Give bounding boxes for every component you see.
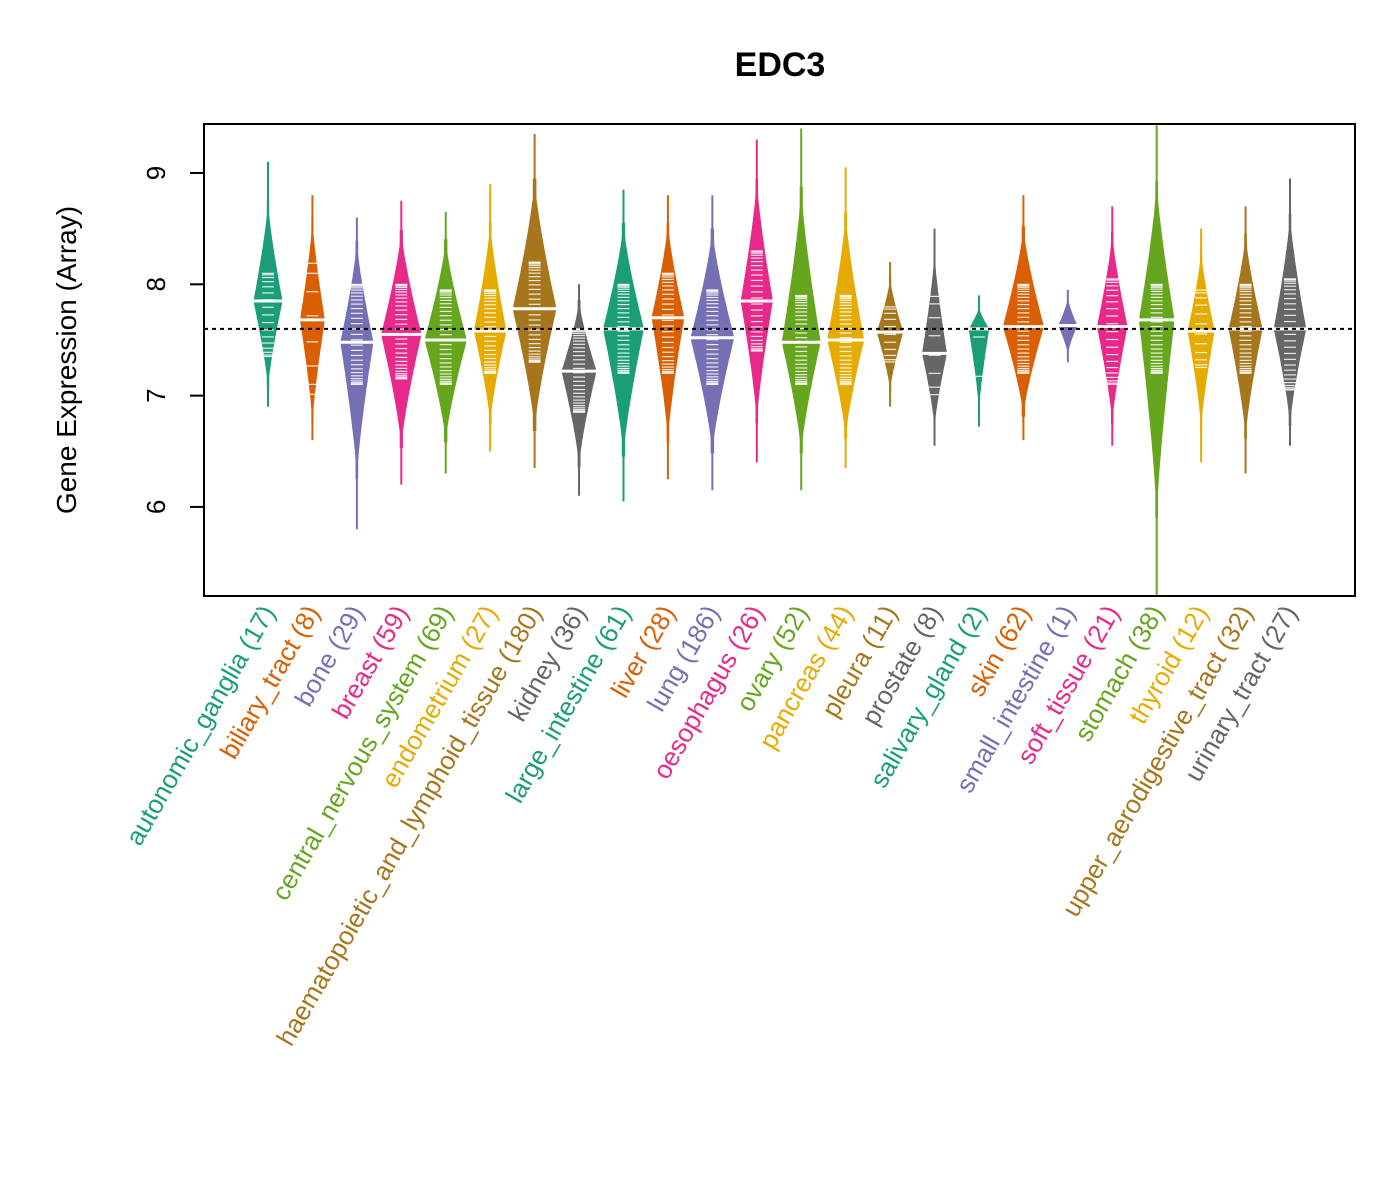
- violin-breast: [380, 200, 423, 485]
- violin-pancreas: [826, 167, 866, 468]
- violin-central-nervous-system: [423, 211, 469, 474]
- y-axis: 6 7 8 9: [141, 166, 204, 514]
- violin-body: [253, 200, 283, 390]
- violin-body: [561, 299, 597, 467]
- violin-body: [969, 307, 989, 412]
- violin-prostate: [921, 228, 948, 446]
- violin-body: [1274, 213, 1306, 427]
- violin-autonomic-ganglia: [252, 161, 284, 407]
- violin-body: [1187, 250, 1215, 430]
- violin-body: [513, 178, 556, 431]
- y-axis-label: Gene Expression (Array): [51, 206, 82, 514]
- violin-body: [300, 218, 325, 425]
- violin-body: [691, 228, 734, 454]
- violin-body: [651, 222, 684, 443]
- violin-large-intestine: [601, 189, 645, 502]
- violin-thyroid: [1186, 228, 1216, 463]
- violin-liver: [650, 195, 686, 480]
- violin-oesophagus: [739, 139, 774, 463]
- violin-pleura: [876, 262, 905, 407]
- y-tick-label: 9: [141, 166, 171, 180]
- violin-body: [922, 252, 947, 429]
- violin-kidney: [560, 284, 598, 496]
- violin-ovary: [780, 128, 822, 491]
- violin-endometrium: [473, 184, 508, 452]
- violin-small-intestine: [1057, 289, 1078, 363]
- violin-biliary-tract: [299, 195, 326, 441]
- violin-lung: [689, 195, 736, 491]
- violin-urinary-tract: [1272, 178, 1308, 446]
- violins-group: [252, 125, 1308, 596]
- violin-salivary-gland: [968, 295, 990, 427]
- violin-bone: [339, 217, 375, 530]
- violin-skin: [1001, 195, 1046, 441]
- violin-haematopoietic-and-lymphoid-tissue: [511, 134, 558, 468]
- violin-stomach: [1137, 125, 1176, 596]
- chart-title: EDC3: [735, 46, 826, 84]
- violin-body: [827, 212, 864, 439]
- y-tick-label: 8: [141, 277, 171, 291]
- y-tick-label: 7: [141, 388, 171, 402]
- violin-upper-aerodigestive-tract: [1227, 206, 1264, 474]
- violin-body: [603, 222, 644, 457]
- violin-soft-tissue: [1096, 206, 1129, 446]
- y-tick-label: 6: [141, 500, 171, 514]
- x-axis-labels: autonomic_ganglia (17)biliary_tract (8)b…: [119, 600, 1303, 1051]
- plot-border: [203, 123, 1356, 597]
